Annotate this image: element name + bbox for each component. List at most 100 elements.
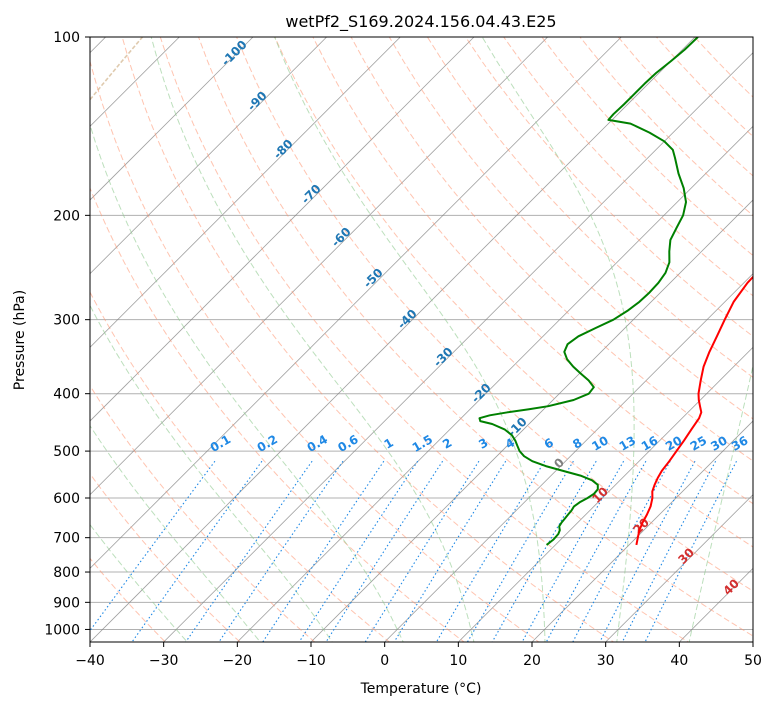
mixing-ratio-line [325, 460, 444, 642]
moist-adiabat [688, 363, 753, 642]
mixing-ratio-label: 1 [382, 435, 396, 451]
moist-adiabat [90, 424, 261, 642]
moist-adiabat [90, 304, 333, 642]
dry-adiabat [90, 472, 241, 642]
y-tick-label: 100 [53, 30, 80, 46]
isotherm-line [90, 37, 696, 642]
isotherm-line [163, 52, 753, 642]
dry-adiabat [312, 37, 753, 505]
moist-adiabat [90, 523, 188, 642]
x-tick-label: 30 [597, 653, 615, 669]
y-tick-label: 1000 [44, 622, 80, 638]
moist-adiabat-label: -90 [245, 89, 270, 114]
isotherm-annotation-label: 40 [720, 576, 742, 598]
plot-frame [89, 36, 754, 643]
mixing-ratio-line [435, 460, 546, 642]
isotherm-line [90, 37, 401, 348]
dry-adiabat [656, 37, 753, 138]
y-tick-label: 800 [53, 565, 80, 581]
y-tick-label: 400 [53, 387, 80, 403]
isotherm-line [237, 125, 753, 642]
isotherm-line [531, 420, 753, 642]
moist-adiabat-label: -40 [395, 307, 420, 332]
dry-adiabat [90, 384, 316, 642]
isotherm-line [90, 37, 622, 569]
mixing-ratio-line [521, 460, 625, 642]
dry-adiabat [579, 37, 753, 217]
dry-adiabat [503, 37, 753, 297]
moist-adiabat-label: -60 [329, 225, 354, 250]
mixing-ratio-line [572, 460, 671, 642]
moist-adiabat-label: -50 [361, 266, 386, 291]
x-axis-label: Temperature (°C) [360, 681, 482, 697]
isotherm-line [384, 273, 753, 642]
x-tick-label: −30 [149, 653, 179, 669]
dry-adiabat [90, 186, 465, 642]
mixing-ratio-line [466, 460, 574, 642]
mixing-ratio-line [599, 460, 696, 642]
moist-adiabat [481, 37, 635, 642]
isotherm-line [752, 641, 753, 642]
dewpoint-profile [478, 37, 699, 546]
mixing-ratio-line [393, 460, 507, 642]
isotherm-line [90, 37, 327, 275]
mixing-ratio-line [491, 460, 597, 642]
dry-adiabat [426, 37, 753, 378]
dry-adiabat [159, 37, 690, 642]
x-tick-label: −40 [75, 653, 105, 669]
x-tick-label: 40 [670, 653, 688, 669]
mixing-ratio-line [621, 460, 717, 642]
x-tick-label: −20 [223, 653, 253, 669]
x-tick-label: 10 [449, 653, 467, 669]
chart-title: wetPf2_S169.2024.156.04.43.E25 [285, 12, 556, 32]
dry-adiabat [236, 37, 753, 592]
dry-adiabat [90, 59, 540, 642]
mixing-ratio-label: 2 [440, 435, 454, 451]
moist-adiabat-label: -20 [469, 381, 494, 406]
dry-adiabat [388, 37, 753, 420]
line-labels: 0.1 0.2 0.4 0.6 1 1.5 2 3 4 6 8 10 13 16 20 25 30 36-100-… [208, 38, 751, 598]
mixing-ratio-line [218, 460, 344, 642]
isotherm-line [458, 346, 753, 642]
y-tick-label: 900 [53, 595, 80, 611]
x-tick-label: 50 [744, 653, 762, 669]
y-tick-label: 300 [53, 313, 80, 329]
dry-adiabat [90, 557, 167, 642]
isotherm-line [90, 37, 548, 496]
isotherm-line [679, 567, 753, 642]
mixing-ratio-line [185, 460, 313, 642]
moist-adiabat [274, 37, 546, 642]
y-tick-label: 700 [53, 531, 80, 547]
axes: −40 −30 −20 −10 0 10 20 30 40 50 100 200 300 400 500 60… [44, 30, 762, 669]
dry-adiabat [198, 37, 753, 637]
moist-adiabat-label: -70 [299, 182, 324, 207]
x-tick-label: −10 [296, 653, 326, 669]
dry-adiabat [121, 37, 615, 642]
mixing-ratio-label: 6 [542, 435, 556, 451]
profile-lines [478, 37, 753, 546]
y-tick-label: 200 [53, 208, 80, 224]
mixing-ratio-line [131, 460, 263, 642]
mixing-ratio-line [545, 460, 647, 642]
moist-adiabat [90, 123, 404, 642]
background-lines [90, 37, 753, 642]
moist-adiabat [150, 37, 475, 642]
x-tick-label: 0 [380, 653, 389, 669]
moist-adiabat-label: -30 [431, 345, 456, 370]
y-tick-label: 500 [53, 444, 80, 460]
dry-adiabat [274, 37, 753, 548]
moist-adiabat-label: -100 [219, 38, 250, 69]
dry-adiabat [90, 291, 391, 642]
isotherm-annotation-label: 30 [675, 545, 697, 567]
mixing-ratio-line [364, 460, 480, 642]
y-tick-label: 600 [53, 491, 80, 507]
isotherm-line [310, 199, 753, 642]
temperature-profile [635, 275, 753, 546]
y-axis-label: Pressure (hPa) [12, 290, 28, 390]
isotherm-line [605, 494, 753, 642]
mixing-ratio-label: 8 [570, 435, 584, 451]
mixing-ratio-line [298, 460, 419, 642]
mixing-ratio-line [644, 460, 737, 642]
